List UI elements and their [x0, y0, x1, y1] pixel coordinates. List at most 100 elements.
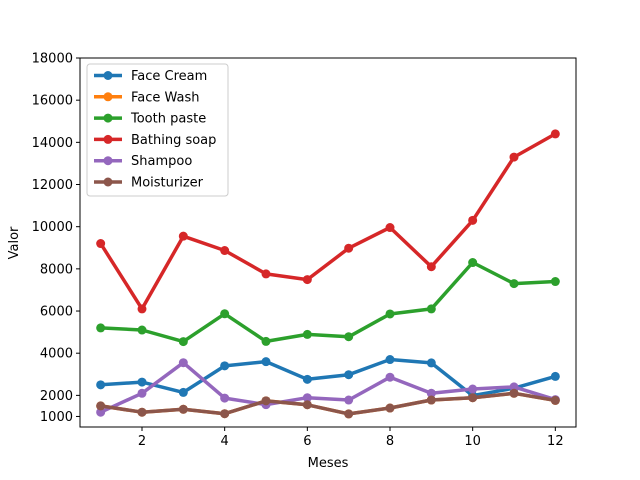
data-point [385, 403, 395, 413]
data-point [426, 304, 436, 314]
data-point [344, 243, 354, 253]
data-point [468, 215, 478, 225]
legend-marker [103, 156, 113, 166]
legend-frame [86, 63, 229, 197]
x-axis-label: Meses [308, 456, 349, 471]
data-point [137, 388, 147, 398]
data-point [96, 401, 106, 411]
x-tick-label: 10 [464, 434, 481, 449]
series-layer [96, 129, 560, 419]
data-point [137, 304, 147, 314]
data-point [550, 277, 560, 287]
series-0 [96, 355, 560, 401]
data-point [261, 396, 271, 406]
x-tick-label: 4 [221, 434, 229, 449]
legend-label: Shampoo [131, 154, 192, 169]
data-point [220, 393, 230, 403]
data-point [426, 358, 436, 368]
data-point [302, 329, 312, 339]
series-3 [96, 129, 560, 314]
data-point [302, 275, 312, 285]
data-point [344, 409, 354, 419]
data-point [385, 223, 395, 233]
y-tick-label: 2000 [40, 389, 73, 404]
legend: Face Cream Face Wash Tooth paste Bathing so… [86, 63, 229, 197]
legend-marker [103, 71, 113, 80]
data-point [509, 382, 519, 392]
legend-entry: Shampoo [94, 154, 192, 169]
plot-frame [79, 57, 577, 428]
series-5 [96, 388, 560, 419]
data-point [468, 384, 478, 394]
y-tick-label: 14000 [32, 136, 73, 151]
y-tick-label: 18000 [32, 52, 73, 67]
data-point [96, 323, 106, 333]
x-tick-label: 6 [303, 434, 311, 449]
legend-entry: Tooth paste [94, 112, 206, 127]
y-tick-label: 10000 [32, 220, 73, 235]
data-point [96, 380, 106, 390]
data-point [385, 309, 395, 319]
series-line [100, 260, 556, 344]
legend-marker [103, 177, 113, 187]
data-point [220, 361, 230, 371]
data-point [385, 372, 395, 382]
y-tick-label: 12000 [32, 178, 73, 193]
data-point [344, 332, 354, 342]
data-point [468, 258, 478, 268]
y-axis-label: Valor [7, 226, 22, 259]
data-point [344, 395, 354, 405]
y-tick-label: 6000 [40, 305, 73, 320]
legend-label: Face Wash [131, 90, 200, 105]
data-point [261, 357, 271, 367]
data-point [178, 404, 188, 414]
data-point [302, 374, 312, 384]
y-tick-label: 4000 [40, 347, 73, 362]
x-tick-label: 8 [386, 434, 394, 449]
legend-entry: Moisturizer [94, 176, 204, 191]
series-line [100, 391, 556, 416]
data-point [178, 387, 188, 397]
legend-label: Moisturizer [131, 176, 204, 191]
data-point [178, 337, 188, 347]
legend-entry: Face Wash [94, 90, 200, 105]
data-point [426, 262, 436, 272]
data-point [344, 370, 354, 380]
data-point [385, 355, 395, 365]
x-tick-label: 2 [138, 434, 146, 449]
series-2 [96, 258, 560, 347]
legend-label: Bathing soap [131, 133, 216, 148]
data-point [550, 371, 560, 381]
legend-label: Tooth paste [130, 112, 206, 127]
data-point [137, 407, 147, 417]
data-point [261, 336, 271, 346]
legend-label: Face Cream [131, 69, 207, 84]
data-point [261, 269, 271, 279]
x-tick-label: 12 [547, 434, 564, 449]
legend-entry: Bathing soap [94, 133, 216, 148]
data-point [509, 388, 519, 398]
data-point [178, 231, 188, 241]
data-point [426, 388, 436, 398]
data-point [302, 400, 312, 410]
data-point [178, 358, 188, 368]
y-tick-label: 8000 [40, 262, 73, 277]
data-point [137, 325, 147, 335]
data-point [426, 395, 436, 405]
legend-marker [103, 113, 113, 123]
series-line [100, 357, 556, 398]
legend-marker [103, 134, 113, 144]
data-point [550, 395, 560, 405]
data-point [509, 279, 519, 289]
y-tick-label: 16000 [32, 94, 73, 109]
data-point [96, 407, 106, 417]
data-point [550, 129, 560, 139]
series-line [99, 360, 556, 414]
data-point [468, 393, 478, 403]
data-point [302, 393, 312, 403]
data-point [137, 377, 147, 387]
data-point [96, 239, 106, 249]
data-point [509, 152, 519, 162]
data-point [220, 309, 230, 319]
